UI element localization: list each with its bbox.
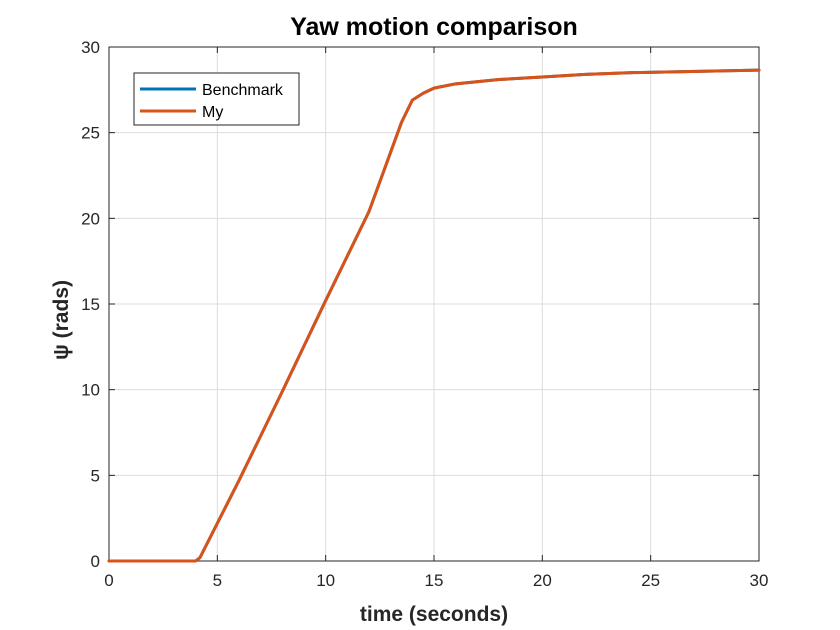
axis-ticks: 0 5 10 15 20 25 30 0 5 10 15 20 25 30 (81, 38, 768, 590)
legend-label-benchmark: Benchmark (202, 82, 284, 99)
x-tick-label: 15 (425, 571, 444, 590)
y-tick-label: 5 (91, 466, 100, 485)
x-axis-label: time (seconds) (360, 603, 508, 626)
legend-box (133, 72, 300, 126)
y-tick-label: 10 (81, 381, 100, 400)
y-tick-label: 0 (91, 552, 100, 571)
y-tick-label: 15 (81, 295, 100, 314)
y-tick-label: 25 (81, 124, 100, 143)
series-group (107, 68, 761, 563)
y-axis-label: ψ (rads) (50, 280, 73, 360)
y-tick-label: 20 (81, 209, 100, 228)
x-tick-label: 25 (641, 571, 660, 590)
legend: Benchmark My (133, 72, 300, 126)
x-tick-label: 30 (750, 571, 769, 590)
series-line-my (107, 68, 761, 563)
x-tick-label: 0 (104, 571, 113, 590)
chart-title: Yaw motion comparison (290, 13, 578, 41)
legend-label-my: My (202, 104, 223, 121)
y-tick-label: 30 (81, 38, 100, 57)
x-tick-label: 20 (533, 571, 552, 590)
x-tick-label: 5 (213, 571, 222, 590)
x-tick-label: 10 (316, 571, 335, 590)
